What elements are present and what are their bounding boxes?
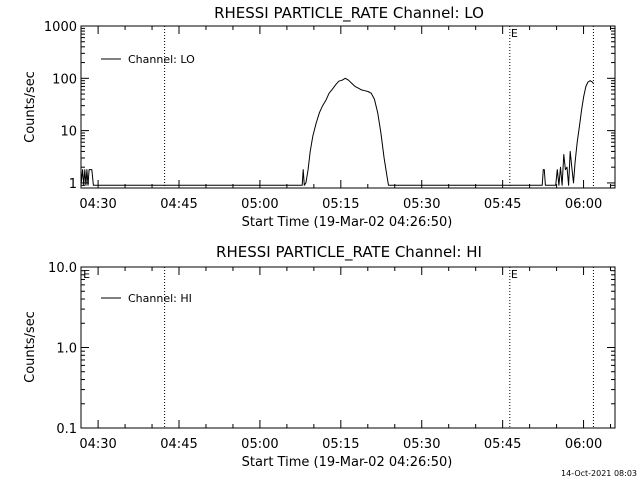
panel-lo: RHESSI PARTICLE_RATE Channel: LO Start T… — [23, 4, 616, 230]
y-tick-label-hi: 1.0 — [56, 342, 77, 357]
x-tick-label-hi: 04:30 — [79, 437, 116, 452]
y-tick-label-lo: 100 — [52, 72, 77, 87]
y-tick-label-lo: 10 — [60, 125, 77, 140]
x-tick-label-lo: 04:45 — [160, 197, 197, 212]
footer-timestamp: 14-Oct-2021 08:03 — [561, 469, 637, 478]
x-axis-label-hi: Start Time (19-Mar-02 04:26:50) — [242, 455, 453, 470]
x-tick-label-hi: 05:15 — [322, 437, 359, 452]
x-tick-label-lo: 05:45 — [484, 197, 521, 212]
chart-title-hi: RHESSI PARTICLE_RATE Channel: HI — [216, 243, 482, 262]
legend-label-hi: Channel: HI — [128, 292, 192, 305]
x-tick-label-hi: 05:00 — [241, 437, 278, 452]
x-axis-label-lo: Start Time (19-Mar-02 04:26:50) — [242, 215, 453, 230]
panel-hi: RHESSI PARTICLE_RATE Channel: HI Start T… — [23, 243, 616, 470]
annotation-e-hi: E — [83, 268, 90, 281]
annotation-e-lo: E — [511, 27, 518, 40]
x-tick-label-hi: 05:45 — [484, 437, 521, 452]
legend-label-lo: Channel: LO — [128, 53, 195, 66]
plot-frame-lo — [80, 25, 616, 189]
y-axis-label-lo: Counts/sec — [23, 71, 38, 143]
y-tick-label-hi: 10.0 — [48, 261, 77, 276]
y-axis-label-hi: Counts/sec — [23, 311, 38, 383]
series-line-lo — [80, 77, 594, 186]
y-tick-label-lo: 1 — [69, 177, 77, 192]
x-tick-label-lo: 05:15 — [322, 197, 359, 212]
y-tick-label-hi: 0.1 — [56, 422, 77, 437]
x-tick-label-lo: 06:00 — [565, 197, 602, 212]
y-tick-label-lo: 1000 — [44, 20, 77, 35]
x-tick-label-hi: 05:30 — [403, 437, 440, 452]
x-tick-label-hi: 06:00 — [565, 437, 602, 452]
x-tick-label-lo: 04:30 — [79, 197, 116, 212]
chart-title-lo: RHESSI PARTICLE_RATE Channel: LO — [214, 4, 484, 23]
x-tick-label-lo: 05:30 — [403, 197, 440, 212]
x-tick-label-lo: 05:00 — [241, 197, 278, 212]
x-tick-label-hi: 04:45 — [160, 437, 197, 452]
annotation-e-hi: E — [511, 268, 518, 281]
